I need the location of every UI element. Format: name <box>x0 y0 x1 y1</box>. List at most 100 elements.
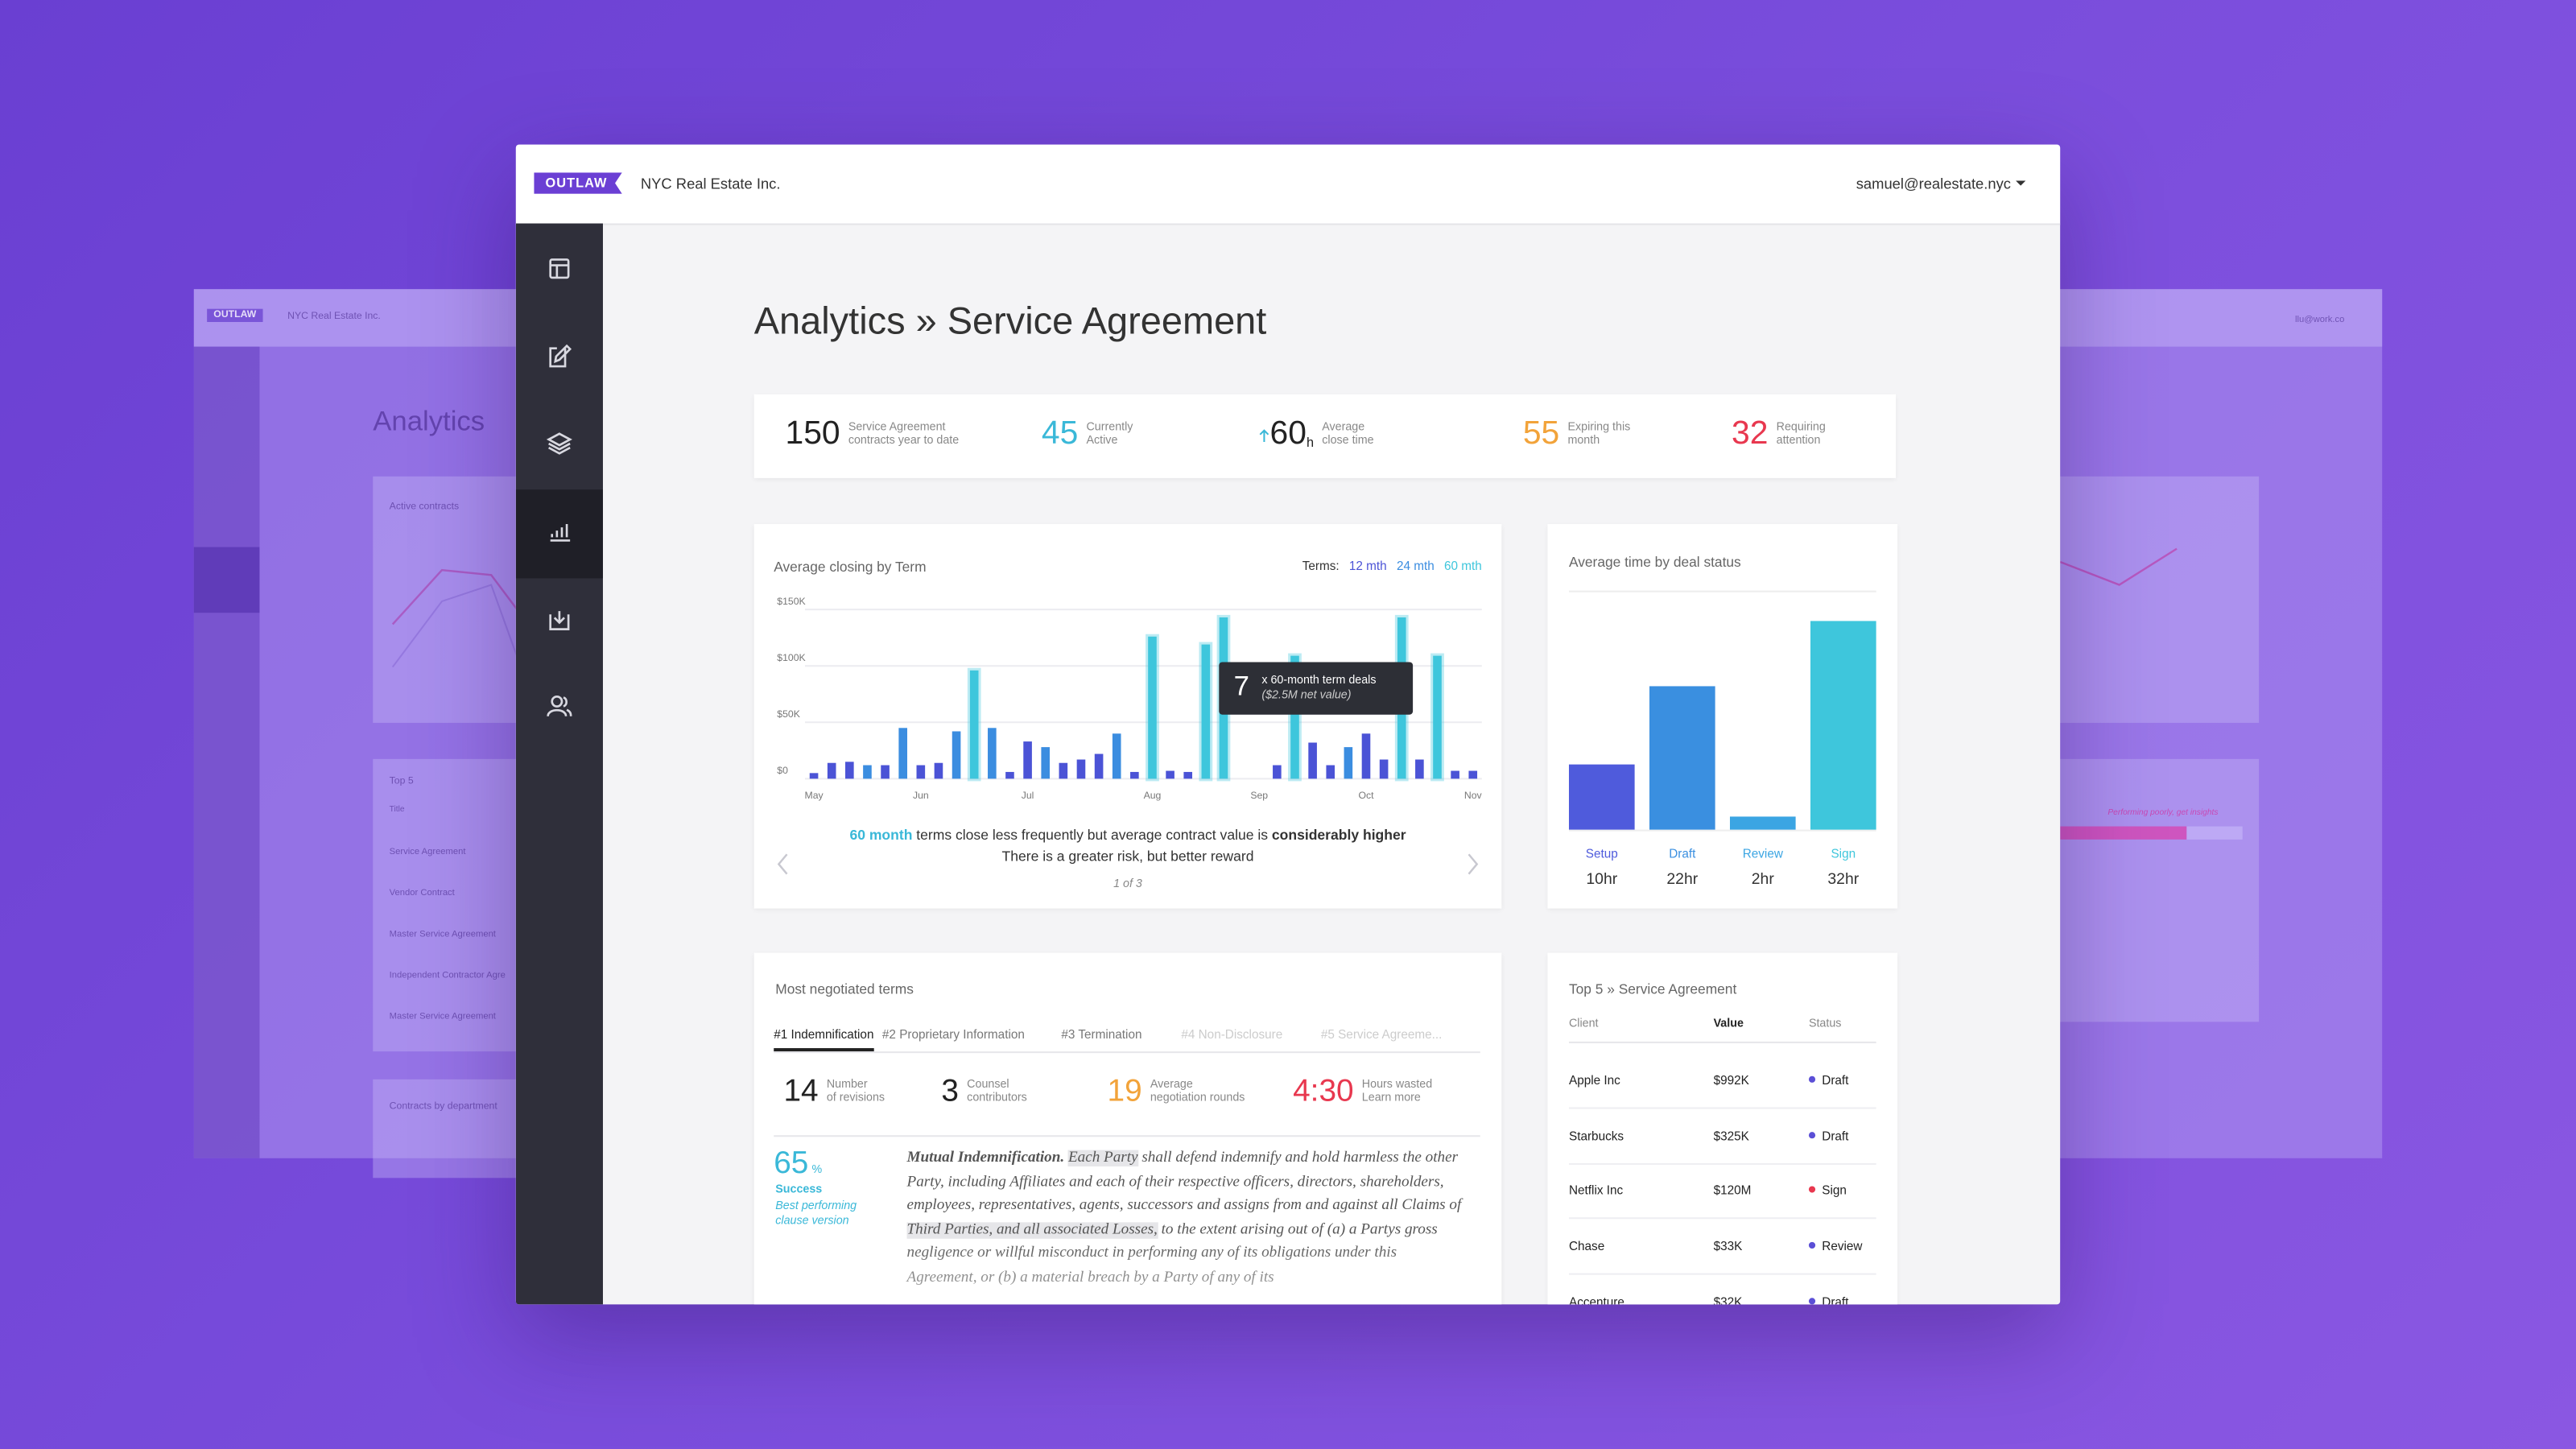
stat: 3 Counsel contributors <box>941 1075 1026 1111</box>
x-tick-label: Jun <box>913 790 929 801</box>
pager-arrows <box>777 853 1479 875</box>
cell-text: Draft <box>1822 1128 1849 1143</box>
column-header: Value <box>1713 1018 1744 1030</box>
stat-label-line: Average <box>1150 1079 1193 1092</box>
bar <box>1288 653 1302 782</box>
legend-item[interactable]: 12 mth <box>1348 558 1387 574</box>
bar <box>1308 742 1317 779</box>
x-tick-label: May <box>805 790 824 801</box>
caption-segment: There is a greater risk, but better rewa… <box>1001 848 1254 865</box>
table-cell: Starbucks <box>1569 1128 1624 1142</box>
ghost-row: Vendor Contract <box>389 889 455 899</box>
nav-analytics[interactable] <box>550 524 571 542</box>
bar <box>809 773 819 779</box>
category-label: Sign <box>1831 847 1856 861</box>
nav-dashboard[interactable] <box>549 258 570 279</box>
stat-unit: h <box>1306 435 1315 451</box>
ghost-title: Analytics <box>373 406 485 437</box>
success-note: Best performing clause version <box>775 1199 857 1229</box>
stat: 45 Currently Active <box>1042 415 1133 453</box>
tabs: #1 Indemnification #2 Proprietary Informa… <box>774 1027 1480 1054</box>
sidebar <box>515 223 603 1305</box>
category-label: Setup <box>1586 847 1618 861</box>
ghost-table-header: Title <box>389 804 405 815</box>
stat: 19 Average negotiation rounds <box>1108 1075 1245 1111</box>
user-menu[interactable]: samuel@realestate.nyc <box>1856 175 2028 192</box>
stat: 4:30 Hours wasted Learn more <box>1293 1075 1432 1111</box>
nav-edit[interactable] <box>549 344 572 368</box>
ghost-row: Independent Contractor Agre <box>389 971 506 981</box>
y-tick-label: $0 <box>777 765 788 776</box>
status-chart-card: Average time by deal status Setup 10hr Dra… <box>1547 524 1898 909</box>
bar <box>1649 686 1715 830</box>
status-dot <box>1808 1131 1816 1138</box>
bar <box>1273 765 1282 779</box>
ghost-logo: OUTLAW <box>207 308 263 322</box>
tab[interactable]: #2 Proprietary Information <box>881 1026 1025 1042</box>
stat-label-line: Learn more <box>1361 1092 1421 1104</box>
y-tick-label: $150K <box>777 596 806 607</box>
bar <box>1344 747 1353 779</box>
stat-label: Average negotiation rounds <box>1150 1080 1245 1106</box>
nav-people[interactable] <box>547 695 572 717</box>
tooltip: 7 x 60-month term deals ($2.5M net value… <box>1219 662 1414 715</box>
nav-download[interactable] <box>549 611 570 630</box>
tab[interactable]: #4 Non-Disclosure <box>1181 1026 1283 1042</box>
stat-value: 60 <box>1269 415 1307 452</box>
stat-label: Requiring attention <box>1777 421 1826 448</box>
bar <box>967 667 981 782</box>
tab[interactable]: #1 Indemnification <box>774 1027 874 1052</box>
table-cell: Accenture <box>1569 1294 1624 1305</box>
stat-label-line: Currently <box>1086 421 1133 433</box>
column-header: Client <box>1568 1018 1599 1030</box>
category-label: Draft <box>1669 847 1696 861</box>
ghost-chart <box>2059 547 2178 586</box>
bar <box>1199 642 1213 782</box>
clause-part: Each Party <box>1067 1150 1138 1166</box>
bar <box>952 731 961 779</box>
card-title: Average closing by Term <box>774 558 927 576</box>
bar <box>1166 770 1174 779</box>
caret-shape <box>2016 180 2026 186</box>
ghost-row: Master Service Agreement <box>389 930 496 940</box>
stats-line <box>774 1135 1480 1137</box>
tabs-line <box>774 1051 1480 1054</box>
stat-label-line: Requiring <box>1776 421 1826 433</box>
nav-layers[interactable] <box>546 432 572 455</box>
bar <box>1430 653 1444 782</box>
bar <box>916 765 926 779</box>
table-cell: Draft <box>1808 1128 1849 1143</box>
ghost-panel-title: Active contracts <box>389 502 460 513</box>
cell-text: Draft <box>1822 1294 1849 1305</box>
prev-arrow[interactable] <box>777 853 788 875</box>
bar <box>1326 765 1335 779</box>
clause-part: Third Parties, and all associated Losses… <box>906 1221 1158 1239</box>
tooltip-detail: ($2.5M net value) <box>1261 690 1352 702</box>
company-name: NYC Real Estate Inc. <box>640 175 781 192</box>
cell-text: Review <box>1822 1238 1863 1254</box>
dropdown-caret[interactable] <box>2014 179 2027 188</box>
tab[interactable]: #3 Termination <box>1061 1026 1142 1042</box>
stats-card: 150 Service Agreement contracts year to da… <box>753 394 1897 478</box>
bar <box>827 762 836 779</box>
status-dot <box>1808 1242 1816 1249</box>
tab[interactable]: #5 Service Agreeme... <box>1320 1026 1443 1042</box>
ghost-bar <box>2060 826 2187 840</box>
legend-item[interactable]: 24 mth <box>1396 558 1435 574</box>
cell-text: Draft <box>1822 1072 1849 1088</box>
next-arrow[interactable] <box>1468 853 1479 875</box>
row-line <box>1568 1107 1876 1109</box>
clause-title: Mutual Indemnification. <box>906 1150 1065 1166</box>
y-tick-label: $50K <box>777 708 800 720</box>
stat-label-line: close time <box>1322 434 1374 447</box>
table-cell: Draft <box>1808 1294 1849 1305</box>
stat-value: 45 <box>1041 415 1079 452</box>
user-email[interactable]: samuel@realestate.nyc <box>1856 175 2011 192</box>
legend-item[interactable]: 60 mth <box>1444 558 1482 574</box>
table-cell: Sign <box>1808 1183 1847 1199</box>
column-header: Status <box>1808 1018 1842 1030</box>
ghost-sidebar-active <box>193 547 260 613</box>
card-title: Top 5 » Service Agreement <box>1568 980 1737 997</box>
arrow-shape <box>1259 428 1269 441</box>
logo[interactable]: OUTLAW <box>534 172 622 194</box>
